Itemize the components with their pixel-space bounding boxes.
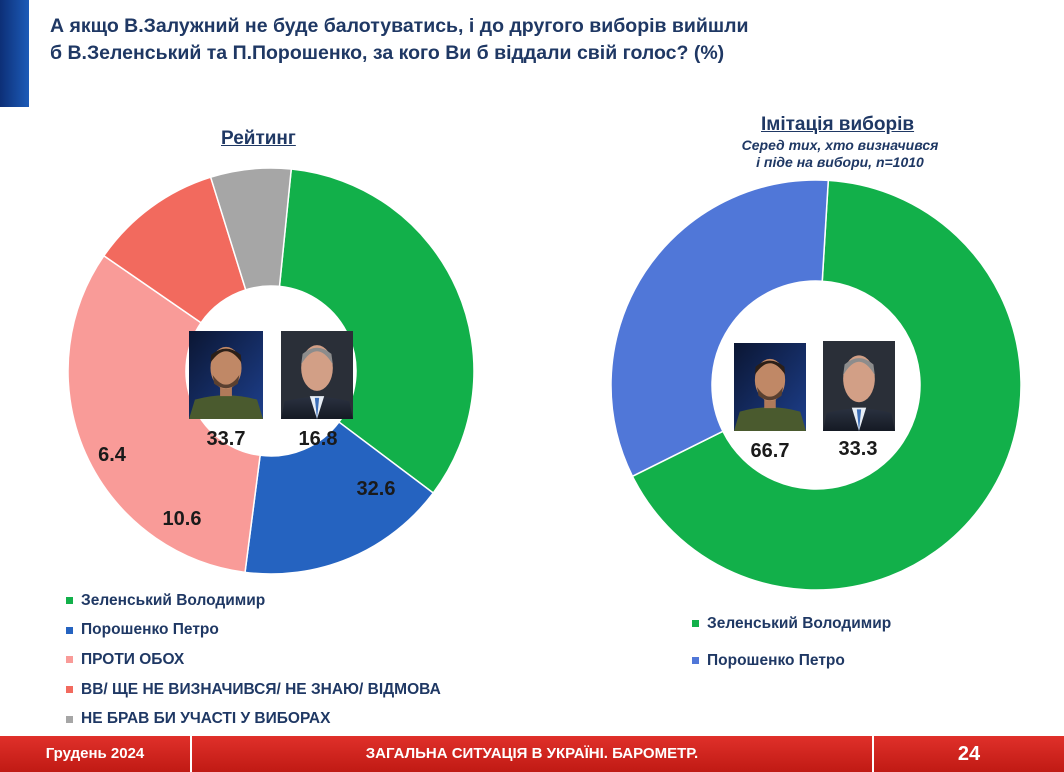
legend-marker <box>66 715 73 723</box>
slice-2 <box>610 179 830 478</box>
slice-3 <box>67 254 261 574</box>
legend-label: Порошенко Петро <box>707 651 845 669</box>
poroshenko-photo <box>823 341 895 431</box>
accent-bar <box>0 0 29 107</box>
data-label-3: 32.6 <box>357 478 396 500</box>
data-label-1: 33.7 <box>207 428 246 450</box>
legend-marker <box>692 657 699 664</box>
chart2-subtitle: Серед тих, хто визначився і піде на вибо… <box>700 137 980 171</box>
footer: Грудень 2024 ЗАГАЛЬНА СИТУАЦІЯ В УКРАЇНІ… <box>0 736 1064 772</box>
chart2-legend: Зеленський Володимир Порошенко Петро <box>692 605 891 679</box>
data-label-5: 6.4 <box>98 444 127 466</box>
legend-item-poroshenko: Порошенко Петро <box>66 616 441 646</box>
footer-band <box>0 736 1064 772</box>
legend-label: ВВ/ ЩЕ НЕ ВИЗНАЧИВСЯ/ НЕ ЗНАЮ/ ВІДМОВА <box>81 680 441 698</box>
legend-item-zelensky: Зеленський Володимир <box>66 586 441 616</box>
slice-1 <box>631 179 1022 591</box>
chart1-legend: Зеленський Володимир Порошенко Петро ПРО… <box>66 586 441 734</box>
legend-marker <box>66 656 73 664</box>
chart2-subtitle-line-2: і піде на вибори, n=1010 <box>756 154 924 170</box>
data-label-2: 33.3 <box>839 438 878 460</box>
legend-label: НЕ БРАВ БИ УЧАСТІ У ВИБОРАХ <box>81 710 331 728</box>
page-number: 24 <box>957 743 981 765</box>
legend-item-not-voting: НЕ БРАВ БИ УЧАСТІ У ВИБОРАХ <box>66 704 441 734</box>
legend-label: ПРОТИ ОБОХ <box>81 650 185 668</box>
chart2-subtitle-line-1: Серед тих, хто визначився <box>741 137 939 153</box>
footer-divider <box>872 736 874 772</box>
legend-marker <box>66 626 73 634</box>
legend-label: Порошенко Петро <box>81 621 219 639</box>
poroshenko-photo <box>281 331 353 419</box>
footer-divider <box>190 736 192 772</box>
legend-marker <box>66 686 73 694</box>
chart2-title: Імітація виборів <box>761 114 915 135</box>
slice-2 <box>244 421 435 575</box>
title-line-2: б В.Зеленський та П.Порошенко, за кого В… <box>50 42 725 64</box>
chart2-donut: 66.7 33.3 <box>610 179 1022 591</box>
donut-charts: 33.7 16.8 32.6 10.6 6.4 66.7 33.3 <box>67 167 1022 591</box>
legend-item-against-both: ПРОТИ ОБОХ <box>66 645 441 675</box>
legend-label: Зеленський Володимир <box>707 614 892 632</box>
footer-title: ЗАГАЛЬНА СИТУАЦІЯ В УКРАЇНІ. БАРОМЕТР. <box>365 745 699 762</box>
slice-1 <box>278 168 475 495</box>
legend-item-poroshenko: Порошенко Петро <box>692 642 891 679</box>
page-title: А якщо В.Залужний не буде балотуватись, … <box>50 13 1030 67</box>
legend-marker <box>692 620 699 627</box>
legend-marker <box>66 597 73 605</box>
legend-item-undecided: ВВ/ ЩЕ НЕ ВИЗНАЧИВСЯ/ НЕ ЗНАЮ/ ВІДМОВА <box>66 675 441 705</box>
zelensky-photo <box>189 331 263 419</box>
zelensky-photo <box>734 343 806 431</box>
data-label-4: 10.6 <box>163 508 202 530</box>
data-label-2: 16.8 <box>299 428 338 450</box>
legend-label: Зеленський Володимир <box>81 591 266 609</box>
slice-5 <box>209 167 293 291</box>
chart1-title: Рейтинг <box>221 128 296 149</box>
footer-date: Грудень 2024 <box>45 745 145 762</box>
data-label-1: 66.7 <box>751 440 790 462</box>
legend-item-zelensky: Зеленський Володимир <box>692 605 891 642</box>
title-line-1: А якщо В.Залужний не буде балотуватись, … <box>50 15 749 37</box>
chart1-donut: 33.7 16.8 32.6 10.6 6.4 <box>67 167 475 575</box>
